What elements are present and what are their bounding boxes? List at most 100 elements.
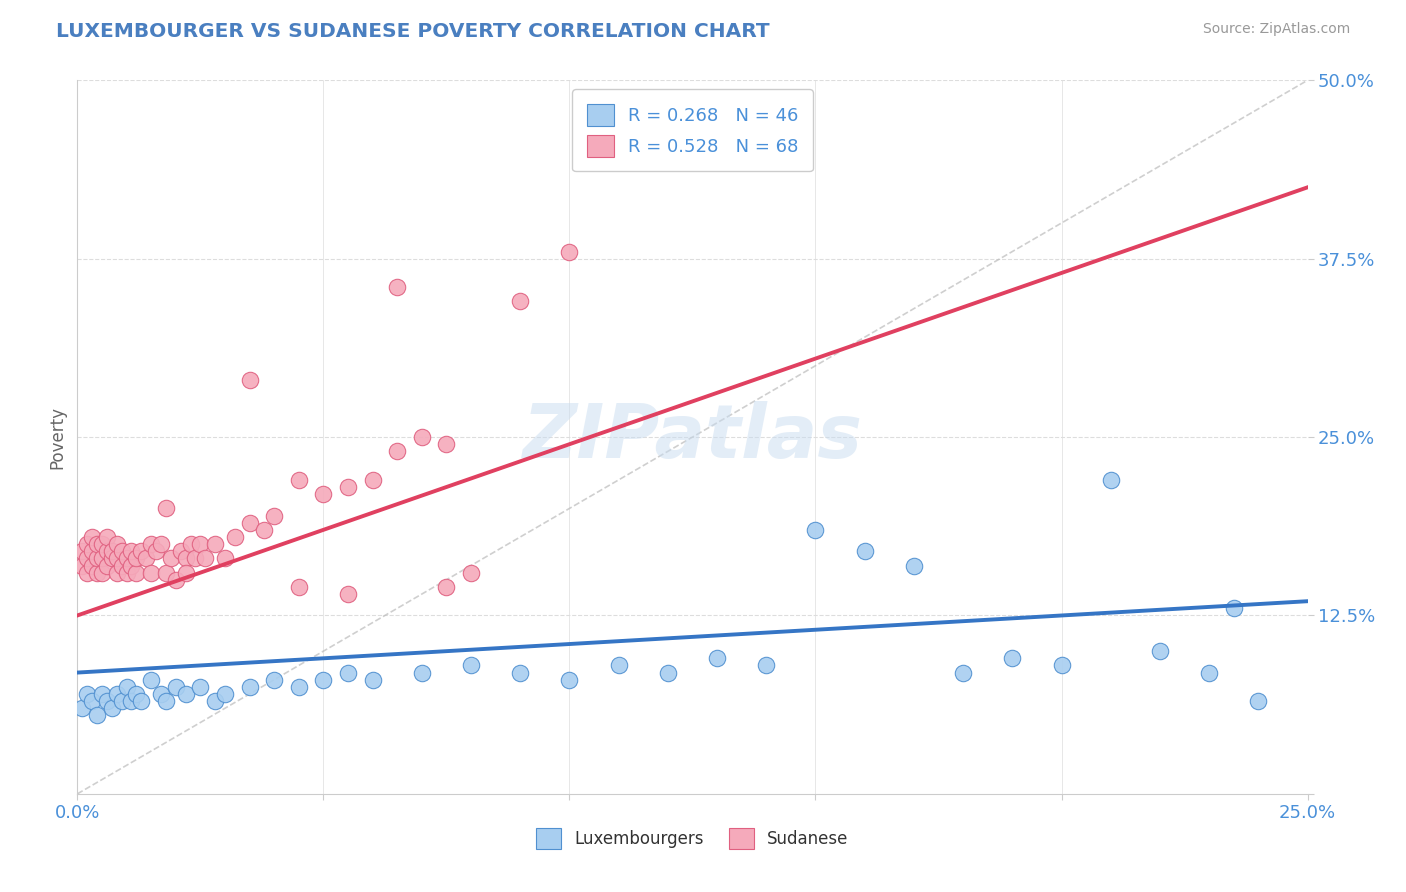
Point [706,651,728,665]
Point [101,701,124,715]
Point [165,573,187,587]
Point [70,558,93,573]
Point [312,673,335,687]
Point [111,558,132,573]
Point [952,665,974,680]
Point [184,551,207,566]
Point [204,694,226,708]
Point [288,680,311,694]
Point [239,373,262,387]
Point [105,687,128,701]
Point [188,537,212,551]
Point [174,687,197,701]
Text: ZIPatlas: ZIPatlas [523,401,862,474]
Point [1149,644,1171,658]
Point [101,544,124,558]
Point [111,544,132,558]
Point [657,665,679,680]
Point [86,566,108,580]
Point [1247,694,1270,708]
Point [155,694,177,708]
Point [86,708,108,723]
Point [239,516,262,530]
Point [141,566,163,580]
Point [361,673,384,687]
Point [194,551,217,566]
Point [1050,658,1073,673]
Point [121,558,143,573]
Point [204,537,226,551]
Point [125,687,148,701]
Point [607,658,630,673]
Point [460,658,482,673]
Text: LUXEMBOURGER VS SUDANESE POVERTY CORRELATION CHART: LUXEMBOURGER VS SUDANESE POVERTY CORRELA… [56,22,770,41]
Point [90,566,114,580]
Point [76,537,98,551]
Point [70,544,93,558]
Point [253,523,276,537]
Point [558,244,581,259]
Point [70,701,93,715]
Point [411,665,433,680]
Point [96,694,118,708]
Point [1198,665,1220,680]
Point [96,544,118,558]
Point [125,566,148,580]
Point [135,551,157,566]
Point [111,694,132,708]
Point [337,480,360,494]
Point [76,687,98,701]
Point [96,558,118,573]
Point [853,544,876,558]
Text: Source: ZipAtlas.com: Source: ZipAtlas.com [1202,22,1350,37]
Point [86,551,108,566]
Point [312,487,335,501]
Point [361,473,384,487]
Point [804,523,827,537]
Point [141,673,163,687]
Point [82,558,104,573]
Point [115,680,138,694]
Point [165,680,187,694]
Point [82,694,104,708]
Point [214,687,236,701]
Point [263,673,285,687]
Point [90,537,114,551]
Point [460,566,482,580]
Point [337,587,360,601]
Point [155,566,177,580]
Point [115,566,138,580]
Point [174,551,197,566]
Point [170,544,193,558]
Point [903,558,925,573]
Point [385,280,409,294]
Point [82,530,104,544]
Point [411,430,433,444]
Point [90,551,114,566]
Point [150,537,173,551]
Point [509,294,531,309]
Point [82,544,104,558]
Point [155,501,177,516]
Point [224,530,246,544]
Point [263,508,285,523]
Point [76,566,98,580]
Point [105,551,128,566]
Point [129,544,153,558]
Point [558,673,581,687]
Point [145,544,167,558]
Point [436,580,458,594]
Point [90,687,114,701]
Point [288,473,311,487]
Point [86,537,108,551]
Point [115,551,138,566]
Point [174,566,197,580]
Point [105,566,128,580]
Point [76,551,98,566]
Point [101,551,124,566]
Point [129,694,153,708]
Point [141,537,163,551]
Point [96,530,118,544]
Point [1223,601,1246,615]
Point [385,444,409,458]
